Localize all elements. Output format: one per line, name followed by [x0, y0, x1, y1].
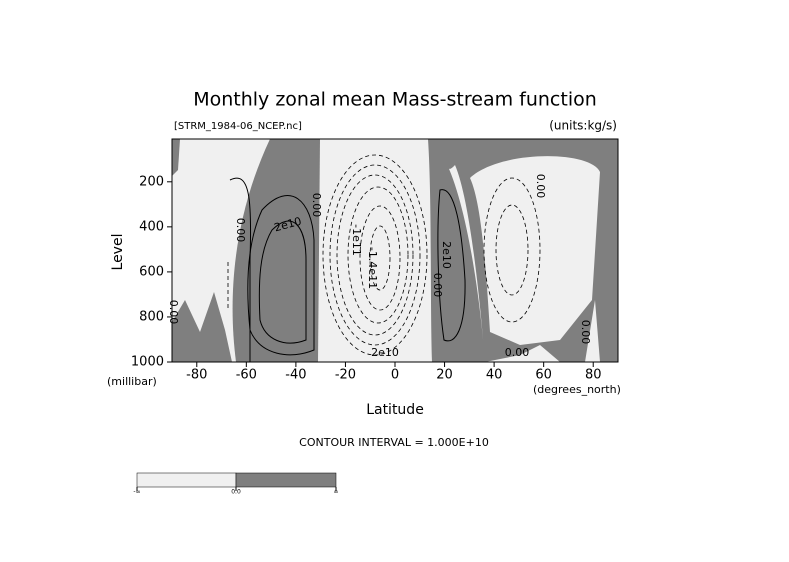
contour-label: 0.00 — [234, 218, 247, 243]
y-tick-label: 600 — [139, 264, 164, 279]
contour-line — [347, 186, 409, 324]
contour-field — [171, 138, 619, 363]
contour-line — [336, 174, 414, 336]
contour-label: 2e10 — [371, 346, 399, 359]
colorbar-segment — [136, 472, 237, 488]
x-axis-label: Latitude — [366, 402, 424, 418]
contour-label: 0.00 — [534, 174, 547, 199]
contour-interval: CONTOUR INTERVAL = 1.000E+10 — [299, 436, 489, 449]
contours — [229, 177, 466, 362]
contour-line — [495, 204, 529, 296]
contour-line — [329, 164, 421, 346]
y-tick-label: 1000 — [131, 355, 164, 370]
colorbar-segment — [235, 472, 337, 488]
contour-line — [369, 225, 391, 291]
y-tick-label: 200 — [139, 174, 164, 189]
colorbar — [136, 472, 337, 488]
x-tick-label: 80 — [585, 368, 602, 383]
y-tick-label: 800 — [139, 309, 164, 324]
x-tick-label: 60 — [535, 368, 552, 383]
colorbar-label: -∞ — [133, 489, 140, 496]
contour-line — [437, 189, 466, 342]
contour-line — [258, 220, 307, 344]
contour-label: 0.00 — [167, 300, 180, 325]
x-tick-label: -20 — [335, 368, 356, 383]
x-tick-label: -80 — [186, 368, 207, 383]
contour-label: 0.00 — [310, 193, 323, 218]
contour-label: 0.00 — [505, 346, 530, 359]
x-tick-label: 0 — [391, 368, 399, 383]
y-unit: (millibar) — [107, 375, 157, 388]
units-label: (units:kg/s) — [549, 119, 617, 133]
x-tick-label: -60 — [236, 368, 257, 383]
y-axis-label: Level — [110, 234, 126, 271]
negative-contours — [227, 154, 541, 356]
positive-region — [232, 139, 320, 362]
file-label: [STRM_1984-06_NCEP.nc] — [174, 121, 302, 132]
contour-label: 0.00 — [579, 320, 592, 345]
contour-line — [359, 205, 401, 311]
contour-label: 0.00 — [431, 273, 444, 298]
positive-region — [172, 139, 180, 176]
x-tick-label: 40 — [486, 368, 503, 383]
colorbar-label: ∞ — [334, 489, 339, 496]
colorbar-label: 0.0 — [231, 489, 241, 496]
x-tick-label: -40 — [285, 368, 306, 383]
contour-line — [483, 177, 541, 323]
contour-label: 2e10 — [440, 241, 453, 269]
contour-line — [322, 154, 428, 356]
negative-region — [470, 156, 600, 345]
contour-line — [229, 177, 252, 362]
contour-line — [247, 195, 315, 356]
chart-title: Monthly zonal mean Mass-stream function — [193, 89, 597, 111]
positive-region — [172, 292, 232, 362]
contour-label: -1e11 — [350, 224, 363, 256]
y-tick-label: 400 — [139, 219, 164, 234]
contour-label: -1.4e11 — [366, 247, 379, 289]
x-tick-label: 20 — [436, 368, 453, 383]
x-unit: (degrees_north) — [533, 383, 621, 396]
